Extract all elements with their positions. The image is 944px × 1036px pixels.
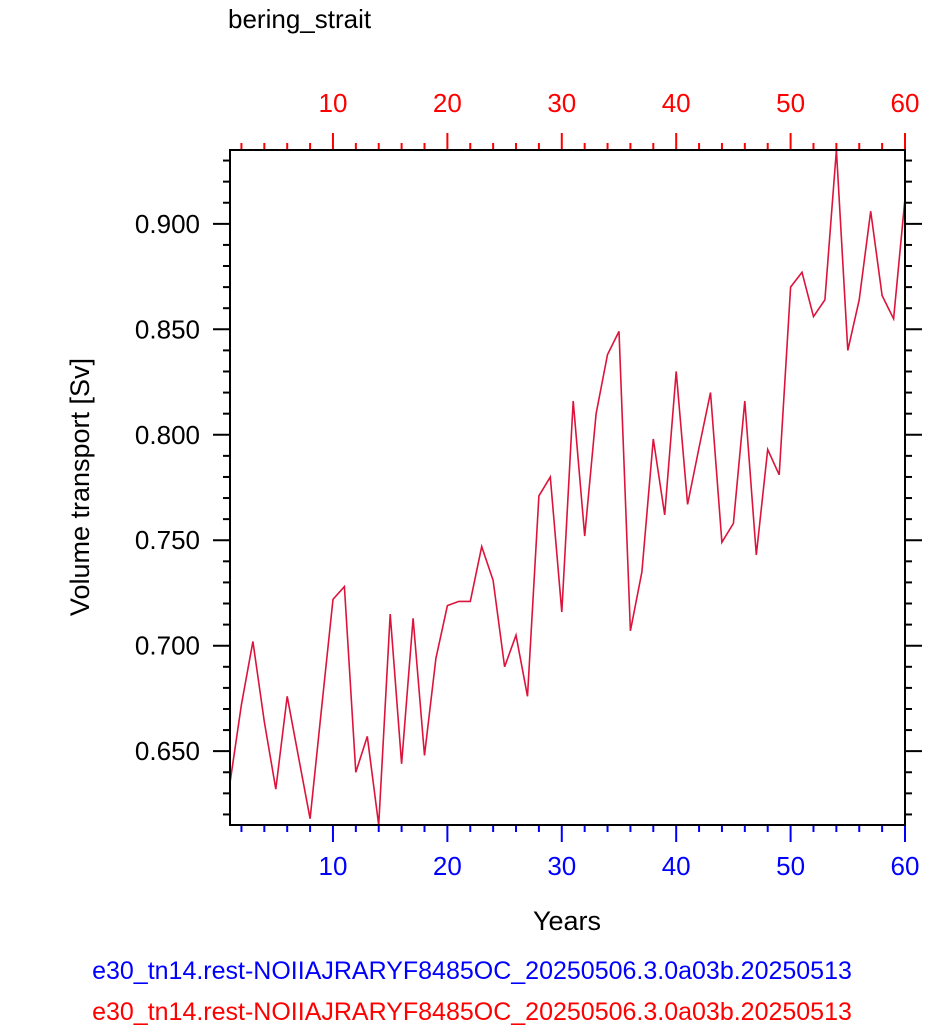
- legend-label-red: e30_tn14.rest-NOIIAJRARYF8485OC_20250506…: [92, 998, 852, 1026]
- y-tick-label: 0.650: [135, 736, 200, 766]
- x-tick-label-bottom: 10: [319, 851, 348, 881]
- y-axis-label: Volume transport [Sv]: [65, 358, 95, 616]
- tick-labels: 10 10 20 20 30 30 40 40 50 50 60 60 0.650 0.700 0.750 0…: [135, 88, 920, 881]
- chart-title: bering_strait: [228, 4, 372, 34]
- x-tick-label-top: 50: [776, 88, 805, 118]
- y-tick-label: 0.800: [135, 420, 200, 450]
- plot-frame: [229, 149, 906, 826]
- y-tick-label: 0.850: [135, 314, 200, 344]
- x-tick-label-bottom: 50: [776, 851, 805, 881]
- series-line-volume-transport: [229, 149, 906, 826]
- x-tick-label-top: 20: [433, 88, 462, 118]
- x-axis-label: Years: [533, 906, 601, 936]
- x-tick-label-bottom: 40: [662, 851, 691, 881]
- x-tick-label-bottom: 60: [891, 851, 920, 881]
- x-tick-label-top: 10: [319, 88, 348, 118]
- x-tick-label-bottom: 30: [547, 851, 576, 881]
- x-tick-label-bottom: 20: [433, 851, 462, 881]
- axis-ticks: [213, 133, 922, 842]
- y-tick-label: 0.750: [135, 525, 200, 555]
- y-tick-label: 0.900: [135, 209, 200, 239]
- legend-label-blue: e30_tn14.rest-NOIIAJRARYF8485OC_20250506…: [92, 957, 852, 985]
- x-tick-label-top: 30: [547, 88, 576, 118]
- x-tick-label-top: 60: [891, 88, 920, 118]
- y-tick-label: 0.700: [135, 631, 200, 661]
- x-tick-label-top: 40: [662, 88, 691, 118]
